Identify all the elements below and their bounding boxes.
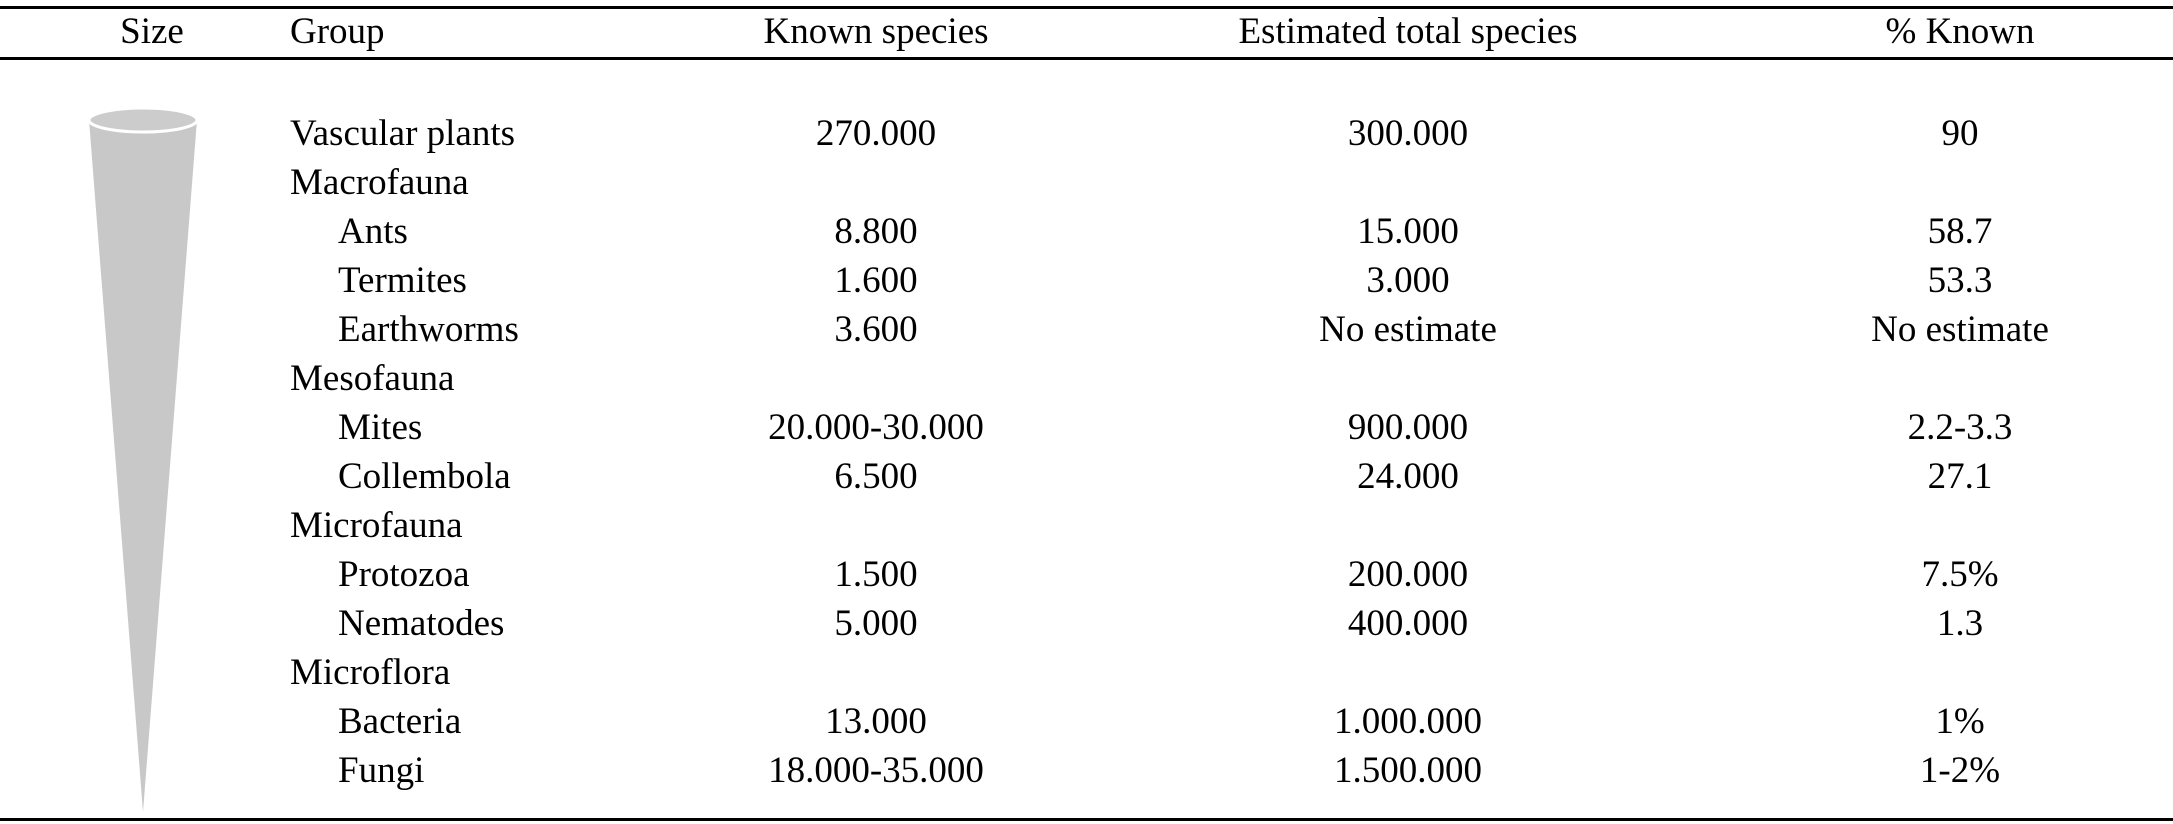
- known-species-cell: 6.500: [834, 456, 918, 497]
- estimated-species-cell: 1.500.000: [1334, 750, 1482, 791]
- estimated-species-cell: 400.000: [1347, 603, 1469, 644]
- percent-known-cell: 7.5%: [1921, 554, 1999, 595]
- percent-known-cell: 58.7: [1927, 211, 1993, 252]
- group-cell-subgroup: Earthworms: [338, 309, 519, 350]
- group-cell-subgroup: Protozoa: [338, 554, 470, 595]
- group-cell-subgroup: Mites: [338, 407, 423, 448]
- header-size: Size: [120, 11, 184, 52]
- estimated-species-cell: 300.000: [1347, 113, 1469, 154]
- known-species-cell: 8.800: [834, 211, 918, 252]
- group-cell-subgroup: Bacteria: [338, 701, 462, 742]
- percent-known-cell: 27.1: [1927, 456, 1993, 497]
- estimated-species-cell: 1.000.000: [1334, 701, 1482, 742]
- header-group: Group: [290, 11, 385, 52]
- group-cell-subgroup: Nematodes: [338, 603, 505, 644]
- header-percent: % Known: [1885, 11, 2035, 52]
- percent-known-cell: 1%: [1935, 701, 1985, 742]
- known-species-cell: 18.000-35.000: [768, 750, 984, 791]
- estimated-species-cell: No estimate: [1319, 309, 1497, 350]
- header-bottom-rule: [0, 57, 2173, 60]
- group-cell-category: Microflora: [290, 652, 451, 693]
- known-species-cell: 3.600: [834, 309, 918, 350]
- known-species-cell: 20.000-30.000: [768, 407, 984, 448]
- known-species-cell: 5.000: [834, 603, 918, 644]
- estimated-species-cell: 3.000: [1366, 260, 1450, 301]
- known-species-cell: 13.000: [825, 701, 927, 742]
- group-cell-subgroup: Ants: [338, 211, 408, 252]
- group-cell-category: Vascular plants: [290, 113, 516, 154]
- group-cell-category: Mesofauna: [290, 358, 455, 399]
- percent-known-cell: 1.3: [1936, 603, 1984, 644]
- group-cell-category: Microfauna: [290, 505, 463, 546]
- known-species-cell: 1.600: [834, 260, 918, 301]
- percent-known-cell: 53.3: [1927, 260, 1993, 301]
- estimated-species-cell: 15.000: [1357, 211, 1459, 252]
- known-species-cell: 1.500: [834, 554, 918, 595]
- header-estimated: Estimated total species: [1238, 11, 1578, 52]
- estimated-species-cell: 200.000: [1347, 554, 1469, 595]
- percent-known-cell: 90: [1941, 113, 1979, 154]
- group-cell-subgroup: Collembola: [338, 456, 511, 497]
- percent-known-cell: 2.2-3.3: [1907, 407, 2013, 448]
- table-top-rule: [0, 6, 2173, 9]
- group-cell-subgroup: Termites: [338, 260, 467, 301]
- estimated-species-cell: 24.000: [1357, 456, 1459, 497]
- estimated-species-cell: 900.000: [1347, 407, 1469, 448]
- known-species-cell: 270.000: [815, 113, 937, 154]
- header-known: Known species: [763, 11, 989, 52]
- group-cell-category: Macrofauna: [290, 162, 469, 203]
- percent-known-cell: 1-2%: [1919, 750, 2001, 791]
- group-cell-subgroup: Fungi: [338, 750, 425, 791]
- table-bottom-rule: [0, 818, 2173, 821]
- cone-icon: [87, 106, 199, 812]
- percent-known-cell: No estimate: [1871, 309, 2049, 350]
